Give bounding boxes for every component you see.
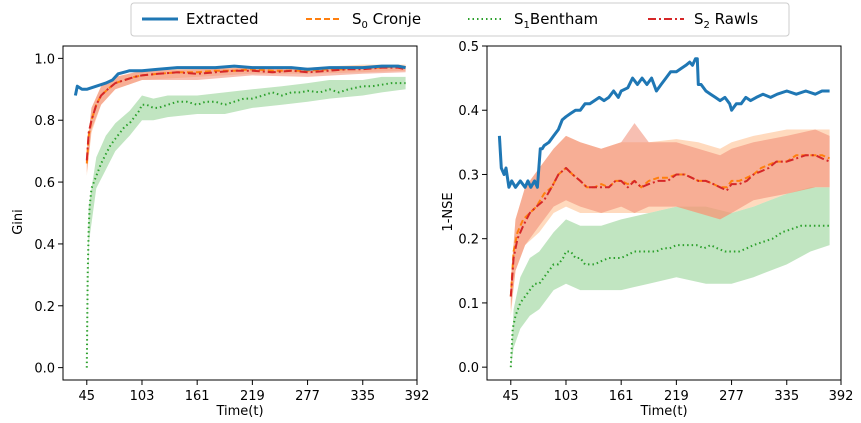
x-tick-label: 103	[130, 389, 155, 404]
gini-x-ticks: 45 103 161 219 277 335 392	[79, 380, 430, 404]
y-tick-label: 1.0	[34, 52, 55, 67]
nse-x-axis-title: Time(t)	[639, 404, 687, 419]
chart-gini: 45 103 161 219 277 335 392 0.00.20.40.60.81.0 …	[11, 45, 430, 419]
nse-plot-frame	[486, 45, 842, 381]
gini-lines	[73, 64, 406, 368]
x-tick-label: 392	[829, 389, 854, 404]
series-line-s0	[509, 154, 830, 297]
x-tick-label: 277	[719, 389, 744, 404]
series-line-s1	[509, 224, 830, 368]
y-tick-label: 0.2	[458, 233, 479, 248]
x-tick-label: 335	[350, 389, 375, 404]
x-tick-label: 161	[185, 389, 210, 404]
nse-x-ticks: 45 103 161 219 277 335 392	[503, 380, 854, 404]
nse-lines	[497, 57, 830, 368]
nse-y-axis-title: 1-NSE	[441, 192, 456, 231]
series-line-s2	[509, 154, 830, 297]
band-s1	[86, 76, 406, 368]
gini-bands	[86, 64, 406, 368]
legend-entry-s0: S0 Cronje	[306, 10, 421, 31]
legend-entry-s2: S2 Rawls	[648, 10, 758, 31]
band-s2	[510, 123, 830, 310]
legend: Extracted S0 Cronje S1Bentham S2 Rawls	[130, 2, 790, 37]
x-tick-label: 335	[774, 389, 799, 404]
series-line-s0	[85, 65, 406, 164]
gini-plot-frame	[62, 45, 418, 381]
nse-y-ticks: 0.0 0.1 0.2 0.3 0.4 0.5	[458, 40, 487, 376]
x-tick-label: 161	[609, 389, 634, 404]
band-s1	[510, 187, 830, 368]
legend-label-s2: S2 Rawls	[694, 10, 758, 31]
y-tick-label: 0.0	[34, 362, 55, 377]
y-tick-label: 0.6	[34, 176, 55, 191]
x-tick-label: 45	[503, 389, 520, 404]
y-tick-label: 0.0	[458, 361, 479, 376]
chart-nse: 45 103 161 219 277 335 392 0.00.10.20.30.40.5 …	[441, 40, 853, 419]
x-tick-label: 277	[295, 389, 320, 404]
gini-x-axis-title: Time(t)	[215, 404, 263, 419]
gini-y-ticks: 0.0 0.2 0.4 0.6 0.8 1.0	[34, 52, 63, 377]
legend-frame	[130, 2, 790, 37]
band-s2	[86, 66, 406, 173]
series-line-extracted	[73, 64, 406, 96]
y-tick-label: 0.2	[34, 300, 55, 315]
series-line-s2	[85, 66, 406, 161]
y-tick-label: 0.3	[458, 168, 479, 183]
legend-entry-s1: S1Bentham	[468, 10, 598, 31]
x-tick-label: 103	[554, 389, 579, 404]
legend-label-s1: S1Bentham	[514, 10, 598, 31]
series-line-extracted	[497, 57, 830, 189]
legend-entry-extracted: Extracted	[142, 10, 258, 28]
y-tick-label: 0.5	[458, 40, 479, 55]
x-tick-label: 45	[79, 389, 96, 404]
x-tick-label: 219	[240, 389, 265, 404]
legend-label-extracted: Extracted	[186, 10, 258, 28]
x-tick-label: 219	[664, 389, 689, 404]
y-tick-label: 0.8	[34, 114, 55, 129]
x-tick-label: 392	[405, 389, 430, 404]
y-tick-label: 0.4	[34, 238, 55, 253]
nse-bands	[510, 123, 830, 368]
y-tick-label: 0.1	[458, 297, 479, 312]
legend-label-s0: S0 Cronje	[352, 10, 421, 31]
y-tick-label: 0.4	[458, 104, 479, 119]
gini-y-axis-title: Gini	[11, 209, 26, 235]
